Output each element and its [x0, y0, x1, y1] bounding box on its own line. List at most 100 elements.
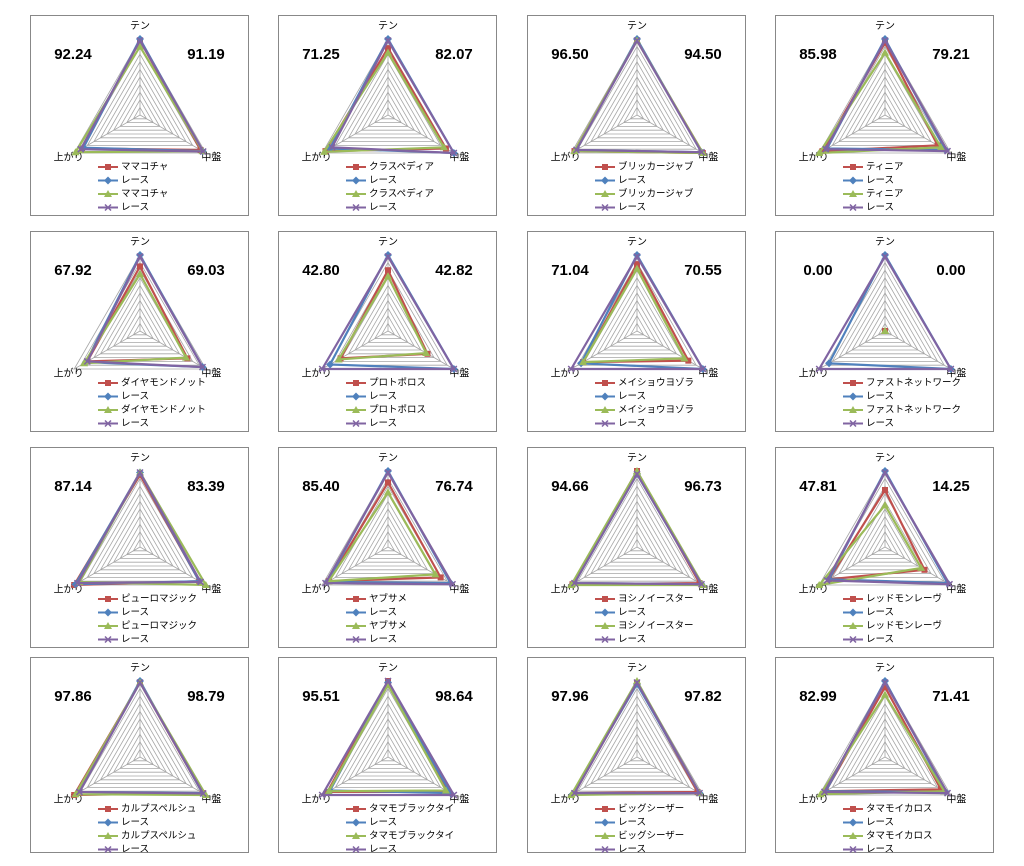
axis-spoke [884, 330, 952, 370]
legend-label: レース [618, 844, 646, 855]
axis-label: テン [130, 21, 150, 32]
score-left: 92.24 [54, 46, 92, 63]
marker [820, 788, 828, 796]
marker [439, 143, 448, 151]
score-left: 96.50 [551, 46, 589, 63]
axis-spoke [636, 330, 704, 370]
marker [352, 635, 360, 644]
marker [105, 164, 111, 170]
marker [448, 580, 457, 588]
marker [881, 678, 889, 687]
axis-spoke [139, 546, 207, 586]
score-right: 76.74 [435, 478, 473, 495]
marker [881, 36, 889, 45]
marker [849, 190, 857, 197]
radar-line [336, 273, 428, 361]
grid-ring [86, 53, 194, 146]
marker [104, 818, 112, 827]
marker [83, 357, 91, 365]
legend-label: レース [369, 607, 397, 618]
grid-ring [583, 485, 691, 578]
grid-ring [851, 292, 919, 351]
grid-ring [334, 695, 442, 788]
marker [105, 596, 111, 602]
grid-ring [112, 515, 168, 563]
grid-ring [851, 718, 919, 777]
grid-ring [354, 508, 422, 567]
grid-ring [590, 702, 684, 784]
grid-ring [577, 477, 697, 582]
score-left: 95.51 [302, 688, 340, 705]
grid-ring [877, 322, 893, 336]
marker [633, 252, 641, 261]
grid-ring [367, 733, 409, 769]
grid-ring [380, 748, 396, 762]
score-right: 83.39 [187, 478, 225, 495]
grid-ring [609, 725, 665, 773]
radar-line [825, 470, 952, 586]
score-right: 82.07 [435, 46, 473, 63]
legend-label: ピューロマジック [121, 594, 197, 605]
grid-ring [347, 500, 429, 571]
marker [825, 359, 834, 368]
grid-ring [86, 695, 194, 788]
grid-ring [354, 292, 422, 351]
grid-ring [380, 538, 396, 552]
grid-ring [119, 733, 161, 769]
marker [815, 581, 824, 588]
marker [104, 176, 112, 185]
score-right: 0.00 [936, 262, 965, 279]
legend-label: ブリッカージャブ [618, 188, 694, 200]
legend-label: レース [369, 202, 397, 213]
grid-ring [603, 76, 671, 135]
legend-label: タマモブラックタイ [369, 830, 454, 842]
marker [601, 832, 609, 839]
grid-ring [577, 45, 697, 150]
grid-ring [857, 725, 913, 773]
marker [822, 145, 830, 153]
marker [352, 190, 360, 197]
marker [697, 580, 706, 588]
grid-ring [596, 68, 678, 139]
marker [136, 678, 144, 687]
marker [104, 203, 112, 212]
grid-ring [360, 83, 416, 131]
grid-ring [629, 538, 645, 552]
radar-line [75, 470, 203, 585]
radar-line [574, 38, 704, 154]
axis-label: テン [875, 237, 895, 248]
grid-ring [616, 307, 658, 343]
marker [881, 690, 889, 698]
marker [384, 252, 392, 261]
grid-ring [629, 748, 645, 762]
grid-ring [106, 718, 174, 777]
grid-ring [844, 68, 926, 139]
grid-ring [831, 269, 939, 362]
legend-label: レース [369, 391, 397, 402]
legend-label: レース [121, 634, 149, 645]
marker [567, 365, 575, 373]
axis-spoke [73, 756, 141, 796]
axis-spoke [818, 756, 886, 796]
axis-spoke [73, 546, 141, 586]
legend-label: レース [121, 817, 149, 828]
marker [815, 365, 823, 373]
grid-ring [380, 322, 396, 336]
grid-ring [818, 38, 952, 154]
axis-label: テン [378, 21, 398, 32]
legend-label: ダイヤモンドノット [121, 377, 206, 389]
grid-ring [112, 83, 168, 131]
score-left: 0.00 [803, 262, 832, 279]
marker [137, 263, 143, 270]
marker [579, 358, 588, 366]
marker [934, 142, 941, 149]
marker [819, 148, 826, 155]
marker [104, 832, 112, 839]
radar-line [822, 680, 950, 795]
grid-ring [99, 284, 181, 355]
marker [634, 261, 640, 268]
legend-label: メイショウヨゾラ [618, 378, 694, 389]
marker [136, 42, 144, 50]
grid-ring [596, 710, 678, 781]
